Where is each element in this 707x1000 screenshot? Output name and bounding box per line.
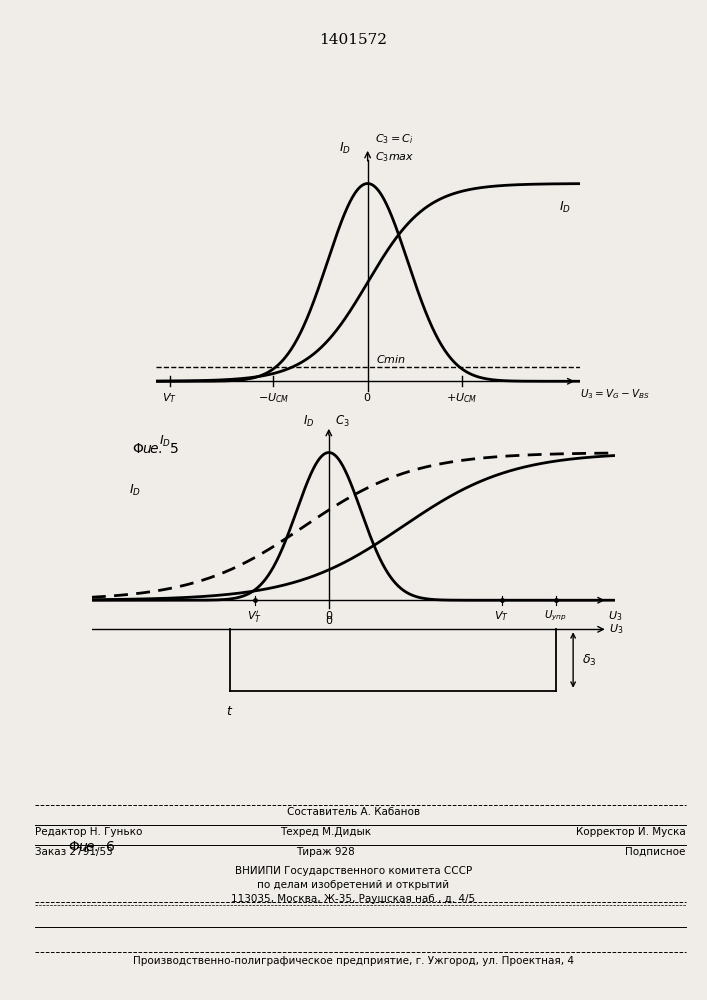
Text: $I_D$: $I_D$ xyxy=(559,200,571,215)
Text: Подписное: Подписное xyxy=(626,847,686,857)
Text: $t$: $t$ xyxy=(226,705,234,718)
Text: Редактор Н. Гунько: Редактор Н. Гунько xyxy=(35,827,143,837)
Text: $U_3 = V_G - V_{BS}$: $U_3 = V_G - V_{BS}$ xyxy=(580,387,649,401)
Text: $0$: $0$ xyxy=(363,391,372,403)
Text: $V_T$: $V_T$ xyxy=(163,391,177,405)
Text: $+U_{CM}$: $+U_{CM}$ xyxy=(446,391,478,405)
Text: $\Phi u\!e.\ 5$: $\Phi u\!e.\ 5$ xyxy=(132,442,179,456)
Text: $I_D$: $I_D$ xyxy=(159,434,171,449)
Text: $0$: $0$ xyxy=(325,614,333,626)
Text: $0$: $0$ xyxy=(325,609,333,621)
Text: ВНИИПИ Государственного комитета СССР: ВНИИПИ Государственного комитета СССР xyxy=(235,866,472,876)
Text: Составитель А. Кабанов: Составитель А. Кабанов xyxy=(287,807,420,817)
Text: $C_3 = C_i$: $C_3 = C_i$ xyxy=(375,132,414,146)
Text: $I_D$: $I_D$ xyxy=(303,414,314,429)
Text: $-U_{CM}$: $-U_{CM}$ xyxy=(257,391,289,405)
Text: 1401572: 1401572 xyxy=(320,33,387,47)
Text: $\Phi u\!e.\ 6$: $\Phi u\!e.\ 6$ xyxy=(68,840,116,854)
Text: Производственно-полиграфическое предприятие, г. Ужгород, ул. Проектная, 4: Производственно-полиграфическое предприя… xyxy=(133,956,574,966)
Text: $V_T'$: $V_T'$ xyxy=(247,609,262,625)
Text: Корректор И. Муска: Корректор И. Муска xyxy=(576,827,686,837)
Text: $I_D$: $I_D$ xyxy=(339,141,351,156)
Text: $\delta_3$: $\delta_3$ xyxy=(582,652,597,668)
Text: Тираж 928: Тираж 928 xyxy=(296,847,355,857)
Text: $I_D$: $I_D$ xyxy=(129,483,141,498)
Text: $Cmin$: $Cmin$ xyxy=(376,353,406,365)
Text: Техред М.Дидык: Техред М.Дидык xyxy=(280,827,370,837)
Text: $V_T$: $V_T$ xyxy=(494,609,509,623)
Text: $C_3max$: $C_3max$ xyxy=(375,150,414,164)
Text: 113035, Москва, Ж-35, Раушская наб., д. 4/5: 113035, Москва, Ж-35, Раушская наб., д. … xyxy=(231,894,476,904)
Text: Заказ 2791/53: Заказ 2791/53 xyxy=(35,847,113,857)
Text: $U_3$: $U_3$ xyxy=(609,622,624,636)
Text: $U_{упр}$: $U_{упр}$ xyxy=(544,609,567,623)
Text: $U_3$: $U_3$ xyxy=(608,609,622,623)
Text: $C_3$: $C_3$ xyxy=(334,414,349,429)
Text: по делам изобретений и открытий: по делам изобретений и открытий xyxy=(257,880,450,890)
